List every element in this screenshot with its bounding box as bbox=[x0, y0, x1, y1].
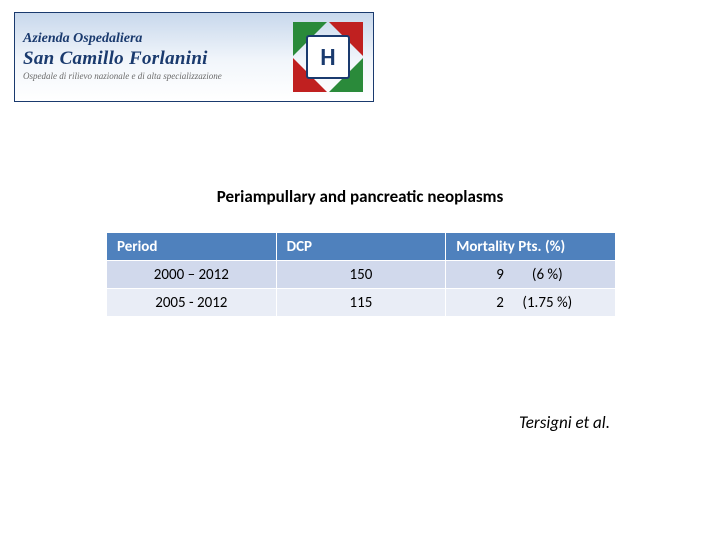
hospital-banner: Azienda Ospedaliera San Camillo Forlanin… bbox=[14, 12, 374, 102]
cell-dcp: 115 bbox=[276, 289, 446, 317]
hospital-h-icon: H bbox=[306, 35, 350, 79]
mortality-count: 2 bbox=[474, 294, 504, 312]
hospital-logo: H bbox=[291, 20, 365, 94]
banner-text-block: Azienda Ospedaliera San Camillo Forlanin… bbox=[23, 32, 285, 81]
citation: Tersigni et al. bbox=[519, 412, 610, 433]
col-header-dcp: DCP bbox=[276, 233, 446, 261]
mortality-percent: (6 %) bbox=[507, 266, 587, 284]
table-header-row: Period DCP Mortality Pts. (%) bbox=[107, 233, 616, 261]
table-row: 2000 – 2012 150 9 (6 %) bbox=[107, 261, 616, 289]
table-row: 2005 - 2012 115 2 (1.75 %) bbox=[107, 289, 616, 317]
banner-line-1: Azienda Ospedaliera bbox=[23, 32, 285, 47]
banner-line-2: San Camillo Forlanini bbox=[23, 49, 285, 69]
cell-period: 2005 - 2012 bbox=[107, 289, 277, 317]
mortality-count: 9 bbox=[474, 266, 504, 284]
cell-dcp: 150 bbox=[276, 261, 446, 289]
col-header-period: Period bbox=[107, 233, 277, 261]
cell-period: 2000 – 2012 bbox=[107, 261, 277, 289]
mortality-percent: (1.75 %) bbox=[507, 294, 587, 312]
banner-line-3: Ospedale di rilievo nazionale e di alta … bbox=[23, 72, 285, 81]
slide-title: Periampullary and pancreatic neoplasms bbox=[0, 186, 720, 207]
col-header-mortality: Mortality Pts. (%) bbox=[446, 233, 616, 261]
cell-mortality: 2 (1.75 %) bbox=[446, 289, 616, 317]
neoplasm-table: Period DCP Mortality Pts. (%) 2000 – 201… bbox=[106, 232, 616, 317]
cell-mortality: 9 (6 %) bbox=[446, 261, 616, 289]
